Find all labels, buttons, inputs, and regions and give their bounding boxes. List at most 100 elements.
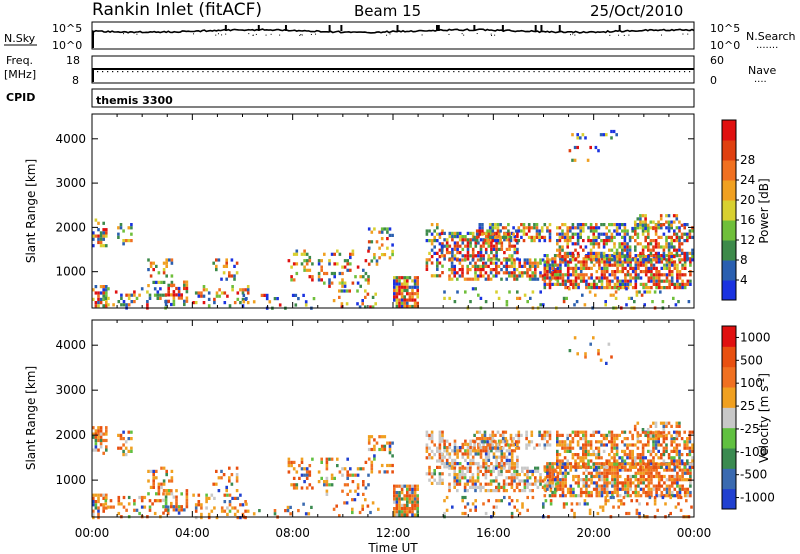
range-cell bbox=[105, 291, 108, 295]
range-cell bbox=[395, 279, 399, 283]
range-cell bbox=[563, 232, 567, 236]
range-cell bbox=[657, 481, 661, 485]
range-cell bbox=[386, 227, 389, 231]
range-cell bbox=[563, 223, 567, 227]
range-cell bbox=[403, 510, 406, 514]
range-cell bbox=[228, 304, 232, 308]
range-cell bbox=[659, 217, 663, 221]
range-cell bbox=[589, 440, 593, 444]
range-cell bbox=[571, 226, 575, 230]
nave-dot bbox=[177, 71, 179, 73]
range-cell bbox=[185, 286, 189, 291]
range-cell bbox=[667, 235, 671, 239]
range-cell bbox=[688, 229, 692, 233]
range-cell bbox=[458, 449, 462, 453]
range-cell bbox=[627, 296, 631, 300]
range-cell bbox=[513, 476, 516, 480]
range-cell bbox=[292, 486, 296, 490]
range-cell bbox=[522, 226, 526, 230]
range-cell bbox=[487, 446, 491, 450]
range-cell bbox=[461, 469, 464, 473]
range-cell bbox=[398, 507, 401, 511]
range-cell bbox=[481, 229, 484, 233]
range-cell bbox=[383, 470, 387, 474]
range-cell bbox=[428, 472, 431, 476]
nave-dot bbox=[608, 71, 610, 73]
range-cell bbox=[513, 235, 517, 239]
range-cell bbox=[618, 462, 621, 466]
range-cell bbox=[589, 145, 592, 150]
range-cell bbox=[665, 446, 668, 450]
range-cell bbox=[636, 437, 640, 441]
range-cell bbox=[289, 512, 292, 516]
colorbar-tick-label: 20 bbox=[740, 193, 755, 207]
range-cell bbox=[670, 273, 674, 277]
range-cell bbox=[528, 261, 532, 265]
range-cell bbox=[595, 260, 599, 264]
colorbar-swatch bbox=[722, 220, 736, 241]
range-cell bbox=[657, 273, 661, 277]
range-cell bbox=[438, 242, 442, 246]
range-cell bbox=[408, 484, 412, 488]
range-cell bbox=[400, 298, 404, 302]
range-cell bbox=[484, 458, 488, 462]
range-cell bbox=[484, 231, 488, 235]
range-cell bbox=[582, 456, 585, 460]
range-cell bbox=[143, 505, 147, 509]
range-cell bbox=[539, 258, 542, 262]
range-cell bbox=[406, 298, 409, 302]
range-cell bbox=[458, 244, 462, 248]
range-cell bbox=[119, 226, 123, 230]
range-cell bbox=[340, 305, 344, 309]
range-cell bbox=[572, 490, 575, 495]
range-cell bbox=[678, 462, 682, 466]
range-cell bbox=[495, 479, 498, 483]
range-cell bbox=[133, 290, 136, 294]
range-cell bbox=[634, 266, 638, 270]
range-cell bbox=[308, 464, 312, 468]
range-cell bbox=[659, 421, 663, 425]
nsky-panel: N.Sky 10^5 10^0 10^5 10^0 N.Search .....… bbox=[4, 21, 796, 52]
range-cell bbox=[197, 500, 201, 504]
range-cell bbox=[461, 499, 464, 503]
range-cell bbox=[647, 484, 651, 488]
range-cell bbox=[156, 290, 160, 294]
range-cell bbox=[618, 481, 622, 485]
range-cell bbox=[576, 352, 579, 356]
range-cell bbox=[398, 298, 401, 302]
range-cell bbox=[657, 443, 660, 447]
range-cell bbox=[325, 467, 329, 471]
range-cell bbox=[566, 251, 569, 255]
range-cell bbox=[408, 295, 412, 299]
range-cell bbox=[680, 232, 684, 236]
range-cell bbox=[535, 229, 539, 233]
range-cell bbox=[456, 290, 459, 294]
range-cell bbox=[618, 260, 622, 264]
range-cell bbox=[127, 296, 131, 300]
range-cell bbox=[657, 494, 661, 498]
range-cell bbox=[505, 489, 508, 493]
nave-dot bbox=[182, 71, 184, 73]
range-cell bbox=[398, 304, 401, 309]
range-cell bbox=[458, 482, 462, 486]
range-cell bbox=[416, 292, 419, 296]
range-cell bbox=[573, 336, 577, 340]
range-cell bbox=[479, 247, 483, 251]
freq-tick-top: 18 bbox=[66, 54, 80, 67]
range-cell bbox=[430, 481, 434, 485]
range-cell bbox=[678, 453, 681, 457]
range-cell bbox=[600, 232, 603, 236]
range-cell bbox=[553, 494, 557, 498]
range-cell bbox=[678, 220, 681, 224]
range-cell bbox=[398, 484, 401, 488]
range-cell bbox=[183, 302, 186, 307]
range-cell bbox=[380, 230, 384, 234]
range-cell bbox=[303, 265, 306, 269]
range-cell bbox=[655, 279, 658, 283]
range-cell bbox=[359, 284, 362, 288]
range-cell bbox=[235, 473, 239, 477]
range-cell bbox=[366, 292, 370, 296]
range-cell bbox=[458, 231, 462, 235]
nsearch-label: N.Search bbox=[746, 30, 796, 43]
range-cell bbox=[676, 286, 679, 290]
